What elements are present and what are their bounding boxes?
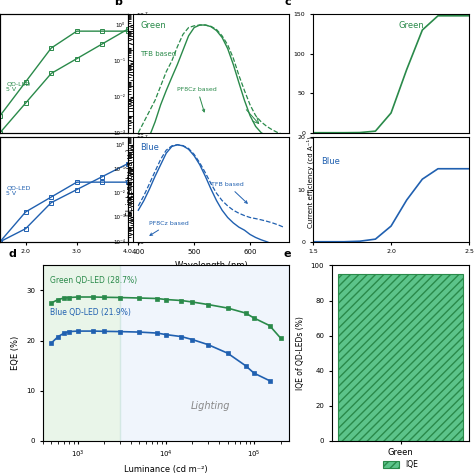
Y-axis label: Luminance
(cd m⁻²): Luminance (cd m⁻²) (147, 56, 159, 91)
Y-axis label: IQE of QD-LEDs (%): IQE of QD-LEDs (%) (296, 316, 305, 390)
Text: Lighting: Lighting (191, 401, 230, 411)
Y-axis label: Luminance
(cd m⁻²): Luminance (cd m⁻²) (147, 173, 159, 207)
Text: Current efficiency (cd A⁻¹): Current efficiency (cd A⁻¹) (306, 137, 314, 228)
Text: PF8Cz based: PF8Cz based (177, 86, 217, 112)
Text: Blue: Blue (140, 143, 159, 152)
Text: d: d (8, 249, 16, 259)
X-axis label: Wavelength (nm): Wavelength (nm) (174, 261, 247, 270)
Text: Green: Green (140, 21, 166, 30)
Bar (43, 265, 120, 441)
Text: QD-LED
5 V: QD-LED 5 V (6, 82, 31, 92)
Text: EL intensity (a.u.): EL intensity (a.u.) (126, 149, 135, 216)
Text: QD-LED
5 V: QD-LED 5 V (6, 185, 31, 196)
Text: Green QD-LED (28.7%): Green QD-LED (28.7%) (50, 276, 137, 285)
Bar (120, 265, 289, 441)
Text: TFB based: TFB based (211, 182, 247, 203)
Text: Blue QD-LED (21.9%): Blue QD-LED (21.9%) (50, 308, 131, 317)
Text: PF8Cz based: PF8Cz based (149, 221, 189, 236)
Text: c: c (285, 0, 292, 7)
Text: Green: Green (399, 21, 425, 30)
Text: e: e (283, 249, 291, 259)
Text: TFB based: TFB based (140, 51, 177, 57)
Text: b: b (114, 0, 122, 7)
Text: Blue: Blue (321, 156, 339, 165)
Y-axis label: EQE (%): EQE (%) (11, 336, 20, 370)
Legend: IQE: IQE (380, 457, 421, 472)
X-axis label: Luminance (cd m⁻²): Luminance (cd m⁻²) (124, 465, 208, 474)
